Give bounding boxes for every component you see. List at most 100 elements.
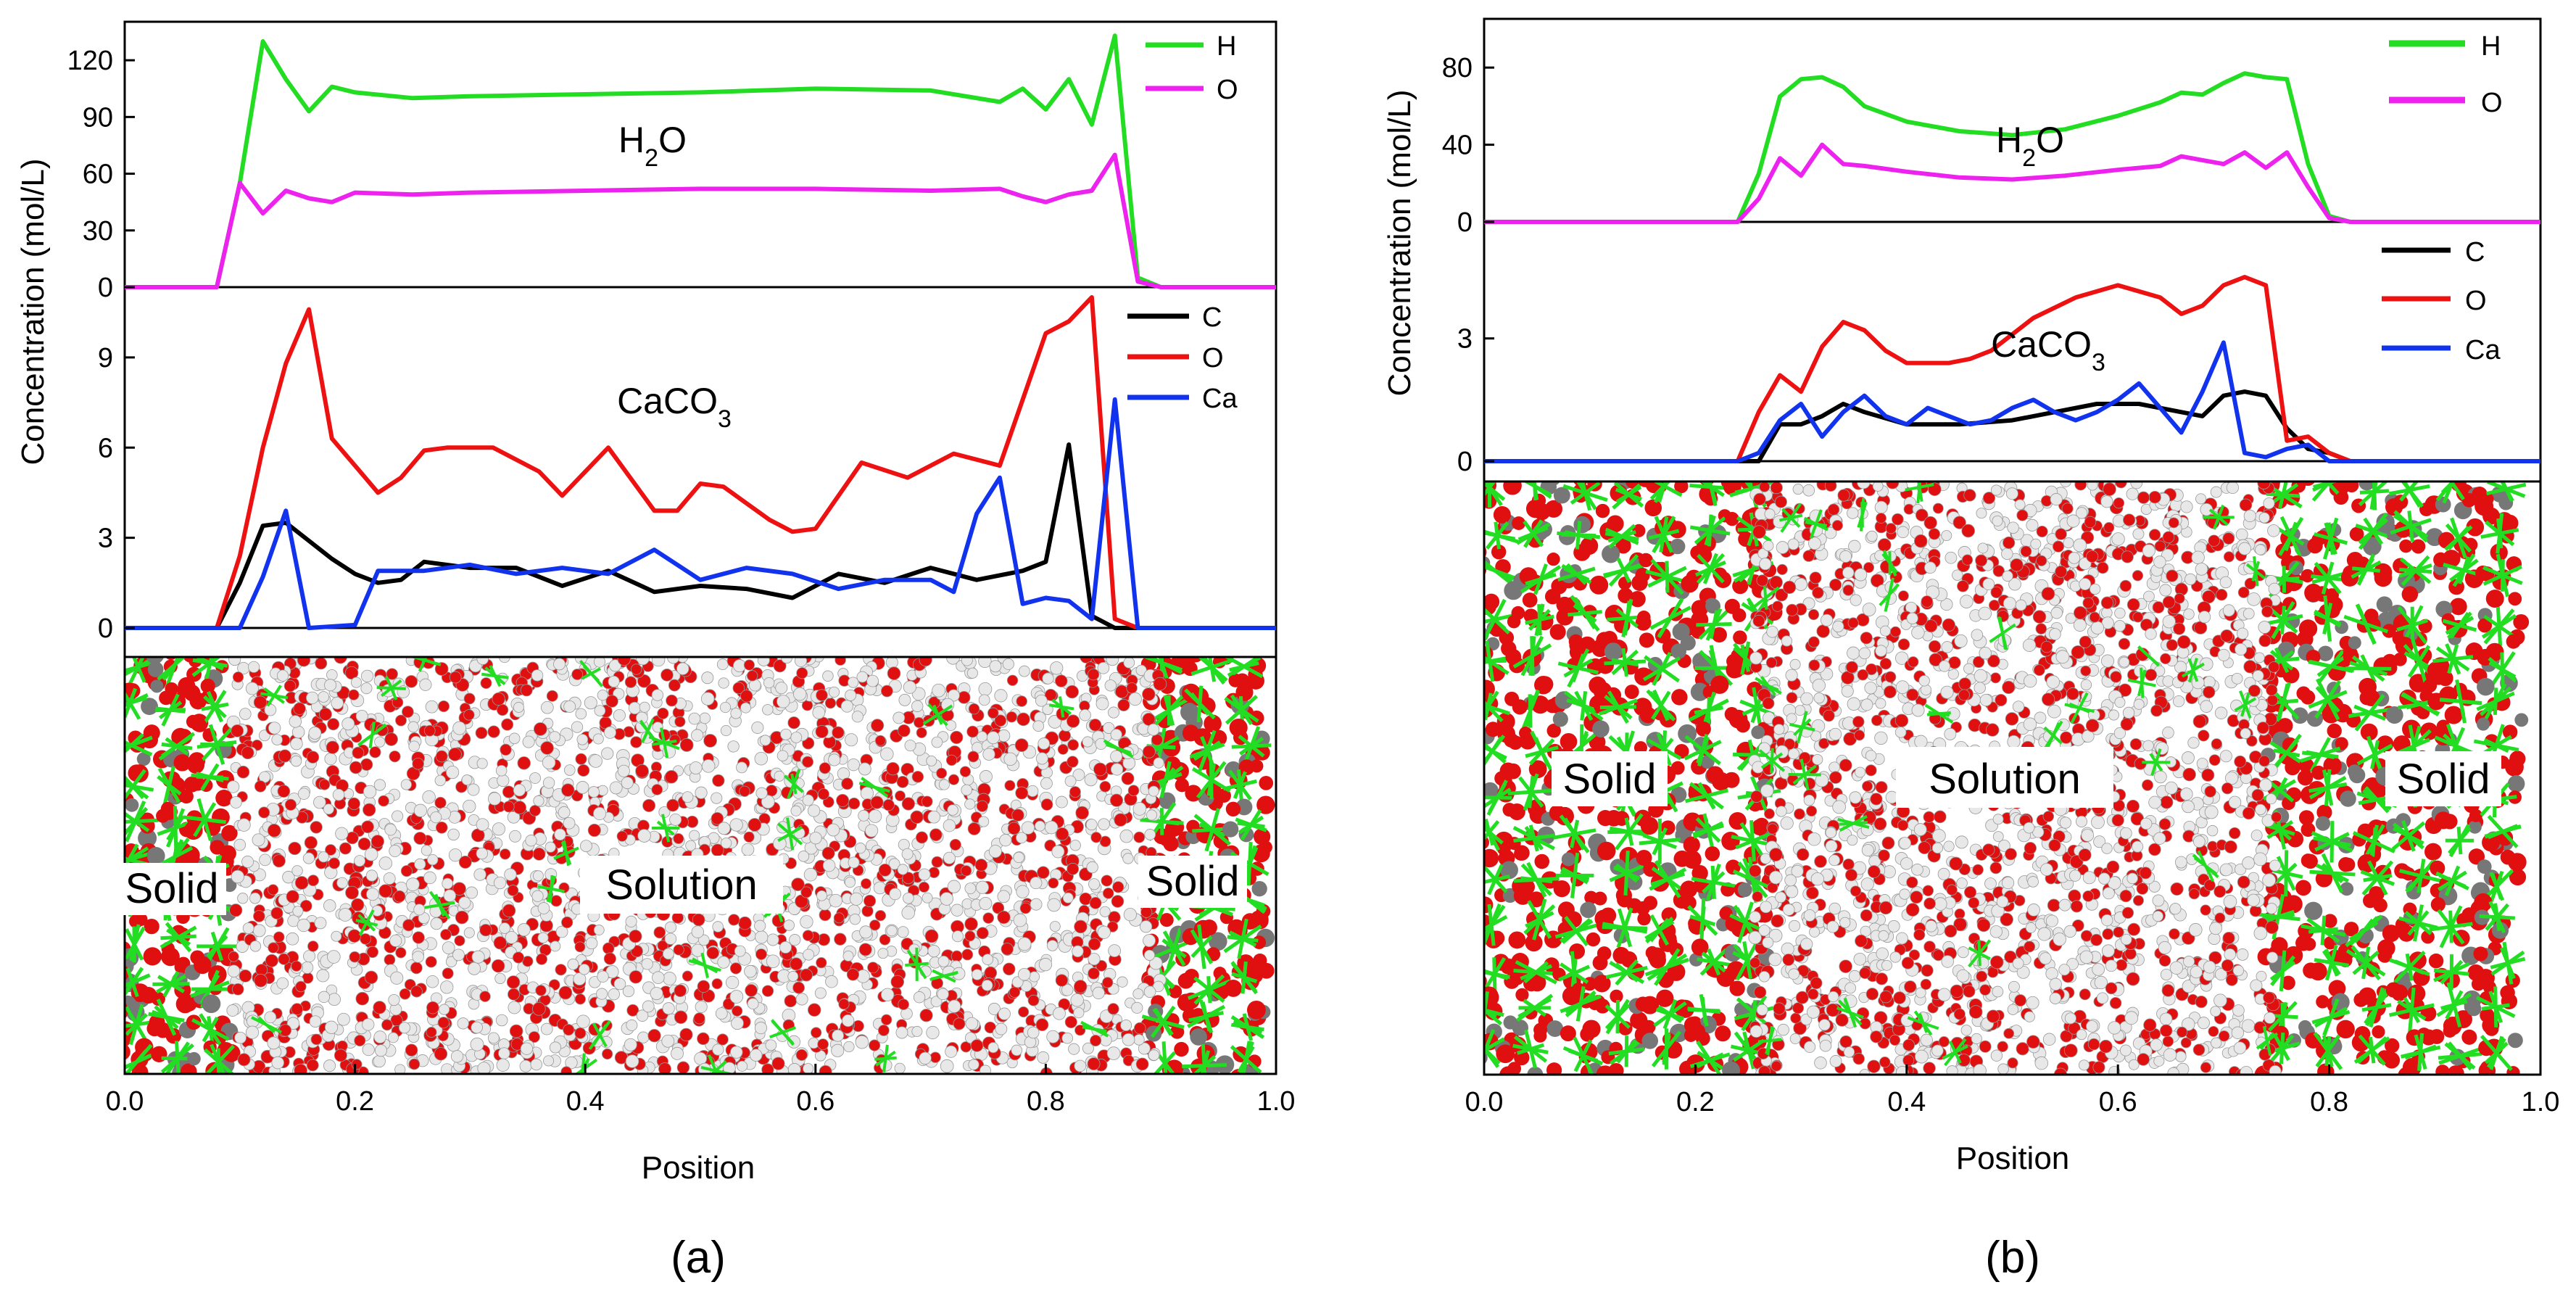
atom <box>1153 757 1164 769</box>
atom <box>947 689 960 702</box>
atom <box>546 690 558 702</box>
atom <box>744 964 757 978</box>
atom <box>1639 632 1654 648</box>
atom <box>1695 721 1711 737</box>
atom <box>354 855 365 867</box>
atom <box>1084 773 1098 787</box>
atom <box>1049 921 1061 933</box>
ca-bond <box>1575 521 1582 550</box>
atom <box>1067 739 1080 751</box>
atom <box>755 930 769 944</box>
atom <box>790 957 803 971</box>
atom <box>125 965 130 981</box>
atom <box>1546 723 1561 738</box>
atom <box>1514 845 1530 861</box>
atom <box>135 1038 154 1057</box>
atom <box>834 657 846 666</box>
atom <box>231 983 244 996</box>
atom <box>278 1024 292 1037</box>
atom <box>1035 820 1045 832</box>
atom <box>1462 956 1479 973</box>
atom <box>106 767 120 781</box>
atom <box>422 790 436 804</box>
atom <box>651 784 663 795</box>
atom <box>1190 1028 1207 1046</box>
atom <box>1484 593 1500 611</box>
atom <box>762 704 774 716</box>
atom <box>242 922 254 935</box>
series-o-water <box>125 152 1276 289</box>
atom <box>651 657 666 667</box>
atom <box>895 1026 908 1039</box>
ca-bond <box>1238 735 1265 758</box>
atom <box>563 1024 575 1036</box>
atom <box>253 695 268 709</box>
atom <box>717 822 731 835</box>
atom <box>1225 980 1242 997</box>
atom <box>542 777 555 789</box>
atom <box>816 689 828 702</box>
atom <box>666 694 678 707</box>
atom <box>178 1073 185 1074</box>
atom <box>1466 568 1482 584</box>
atom <box>506 975 521 989</box>
atom <box>926 1025 940 1040</box>
atom <box>1639 553 1653 568</box>
atom <box>1069 786 1081 798</box>
atom <box>1099 780 1111 793</box>
atom <box>901 797 916 811</box>
y-tick-label: 60 <box>83 160 113 190</box>
atom <box>1636 611 1651 624</box>
atom <box>351 1059 363 1070</box>
atom <box>1048 877 1059 889</box>
ca-bond <box>1230 694 1254 725</box>
atom <box>2361 463 2375 476</box>
atom <box>1117 698 1130 711</box>
atom <box>676 662 689 675</box>
atom <box>1528 760 1547 779</box>
atom <box>626 1019 638 1031</box>
atom <box>631 663 642 675</box>
atom <box>500 848 511 860</box>
atom <box>237 893 249 904</box>
atom <box>773 837 787 851</box>
atom <box>186 756 205 774</box>
atom <box>1021 821 1035 835</box>
atom <box>937 988 949 1001</box>
atom <box>822 670 834 682</box>
atom <box>671 911 684 924</box>
atom <box>384 732 398 746</box>
atom <box>383 872 396 885</box>
atom <box>1014 738 1029 753</box>
atom <box>970 1039 984 1052</box>
atom <box>555 964 567 976</box>
y-tick-label: 6 <box>98 433 113 463</box>
atom <box>589 754 602 768</box>
atom <box>468 962 481 975</box>
atom <box>533 795 544 807</box>
atom <box>1733 630 1747 645</box>
atom <box>1250 910 1269 929</box>
atom <box>234 1031 247 1044</box>
atom <box>1484 852 1490 866</box>
atom <box>341 717 355 731</box>
atom <box>816 890 827 901</box>
atom <box>493 876 507 890</box>
ca-bond <box>162 657 183 681</box>
atom <box>389 845 402 857</box>
atom <box>898 724 911 737</box>
atom <box>674 716 686 727</box>
ca-bond <box>1193 814 1231 846</box>
atom <box>143 947 162 966</box>
atom <box>803 1063 814 1074</box>
atom <box>829 893 842 908</box>
atom <box>1496 1044 1515 1064</box>
atom <box>671 1046 684 1060</box>
atom <box>405 675 418 688</box>
ca-bond <box>2359 489 2390 495</box>
atom <box>492 822 506 836</box>
atom <box>390 971 404 985</box>
ca-bond <box>1525 911 1554 928</box>
atom <box>314 917 327 930</box>
atom <box>454 935 465 946</box>
